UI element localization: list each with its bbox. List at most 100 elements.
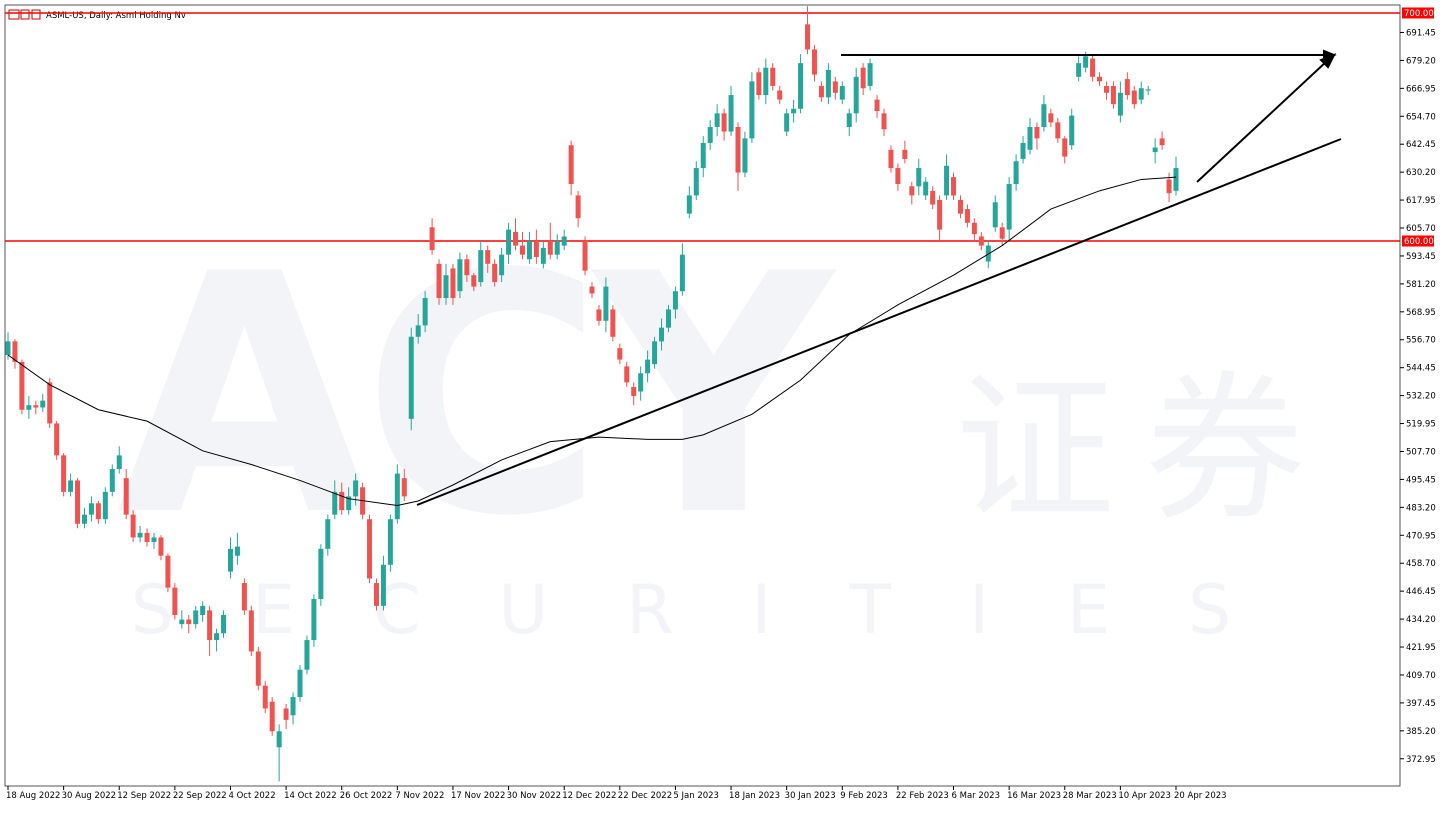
candle-body (12, 341, 18, 362)
candle-body (88, 503, 94, 515)
candle-body (1069, 115, 1075, 146)
candle-body (193, 610, 199, 625)
x-tick-label: 20 Apr 2023 (1174, 791, 1227, 801)
candle-body (617, 348, 623, 360)
candle-body (457, 259, 463, 292)
candle-body (123, 478, 129, 515)
x-tick-label: 22 Sep 2022 (173, 791, 227, 801)
candle-body (102, 491, 108, 520)
candle-body (262, 685, 268, 709)
candle-body (735, 126, 741, 173)
y-tick-label: 666.95 (1406, 84, 1436, 94)
candle-body (68, 480, 74, 492)
candle-body (805, 24, 811, 50)
candle-body (672, 291, 678, 310)
candle-body (1159, 138, 1165, 146)
candle-body (1166, 179, 1172, 194)
candle-body (346, 496, 352, 511)
candle-body (415, 325, 421, 337)
candle-body (367, 519, 373, 579)
candle-body (540, 247, 546, 264)
candle-body (533, 241, 539, 257)
candle-body (387, 519, 393, 565)
candle-body (645, 359, 651, 374)
candle-body (888, 149, 894, 169)
y-tick-label: 691.45 (1406, 28, 1436, 38)
x-tick-label: 22 Dec 2022 (618, 791, 672, 801)
candle-body (596, 309, 602, 321)
x-tick-label: 18 Jan 2023 (729, 791, 780, 801)
y-tick-label: 532.20 (1406, 392, 1436, 402)
candle-body (200, 605, 206, 615)
candle-body (485, 250, 491, 264)
y-tick-label: 642.45 (1406, 140, 1436, 150)
candle-body (61, 455, 67, 492)
candle-body (436, 263, 442, 299)
candle-body (513, 231, 519, 246)
candle-body (290, 697, 296, 716)
candle-body (519, 245, 525, 255)
candle-body (241, 583, 247, 611)
candle-body (165, 555, 171, 588)
candle-body (158, 537, 164, 556)
candle-body (957, 199, 963, 214)
candle-body (81, 514, 87, 524)
candle-body (1110, 85, 1116, 105)
x-tick-label: 9 Feb 2023 (840, 791, 888, 801)
y-tick-label: 630.20 (1406, 168, 1436, 178)
level-label: 600.00 (1404, 237, 1434, 247)
candle-body (700, 142, 706, 169)
y-tick-label: 434.20 (1406, 615, 1436, 625)
y-tick-label: 507.70 (1406, 447, 1436, 457)
candle-body (1124, 79, 1130, 96)
candle-body (214, 633, 220, 641)
y-tick-label: 446.45 (1406, 587, 1436, 597)
moving-average (7, 176, 1177, 507)
candle-body (1138, 88, 1144, 100)
candle-body (1152, 147, 1158, 153)
candle-body (255, 651, 261, 686)
candle-body (5, 341, 11, 356)
candle-body (825, 69, 831, 98)
y-tick-label: 458.70 (1406, 559, 1436, 569)
x-tick-label: 14 Oct 2022 (284, 791, 337, 801)
candle-body (756, 72, 762, 96)
candle-body (19, 361, 25, 410)
level-label: 700.00 (1404, 9, 1434, 19)
x-tick-label: 16 Mar 2023 (1007, 791, 1061, 801)
icon (20, 9, 30, 20)
candle-body (589, 286, 595, 294)
y-tick-label: 605.70 (1406, 224, 1436, 234)
candle-body (526, 241, 532, 260)
x-tick-label: 26 Oct 2022 (340, 791, 393, 801)
candle-body (227, 548, 233, 572)
y-tick-label: 556.70 (1406, 336, 1436, 346)
candle-body (54, 423, 60, 456)
candle-body (624, 366, 630, 383)
candle-body (95, 503, 101, 520)
candle-body (1055, 122, 1061, 139)
candle-body (332, 491, 338, 515)
candle-body (554, 241, 560, 255)
candle-body (325, 519, 331, 549)
candle-body (818, 85, 824, 98)
candle-body (853, 76, 859, 114)
candle-body (116, 455, 122, 470)
icon (8, 9, 20, 20)
candle-body (394, 473, 400, 520)
candle-body (999, 227, 1005, 239)
candle-body (450, 268, 456, 299)
x-tick-label: 7 Nov 2022 (395, 791, 444, 801)
y-tick-label: 679.20 (1406, 56, 1436, 66)
candle-body (839, 85, 845, 100)
candle-body (1048, 113, 1054, 123)
x-tick-label: 30 Aug 2022 (62, 791, 116, 801)
candle-body (1062, 138, 1068, 157)
candle-body (130, 514, 136, 538)
chart-title: ASML-US, Daily: Asml Holding Nv (46, 11, 186, 21)
icon (31, 9, 41, 20)
y-tick-label: 385.20 (1406, 727, 1436, 737)
candle-body (26, 405, 32, 410)
candle-body (297, 669, 303, 698)
candle-body (902, 149, 908, 159)
